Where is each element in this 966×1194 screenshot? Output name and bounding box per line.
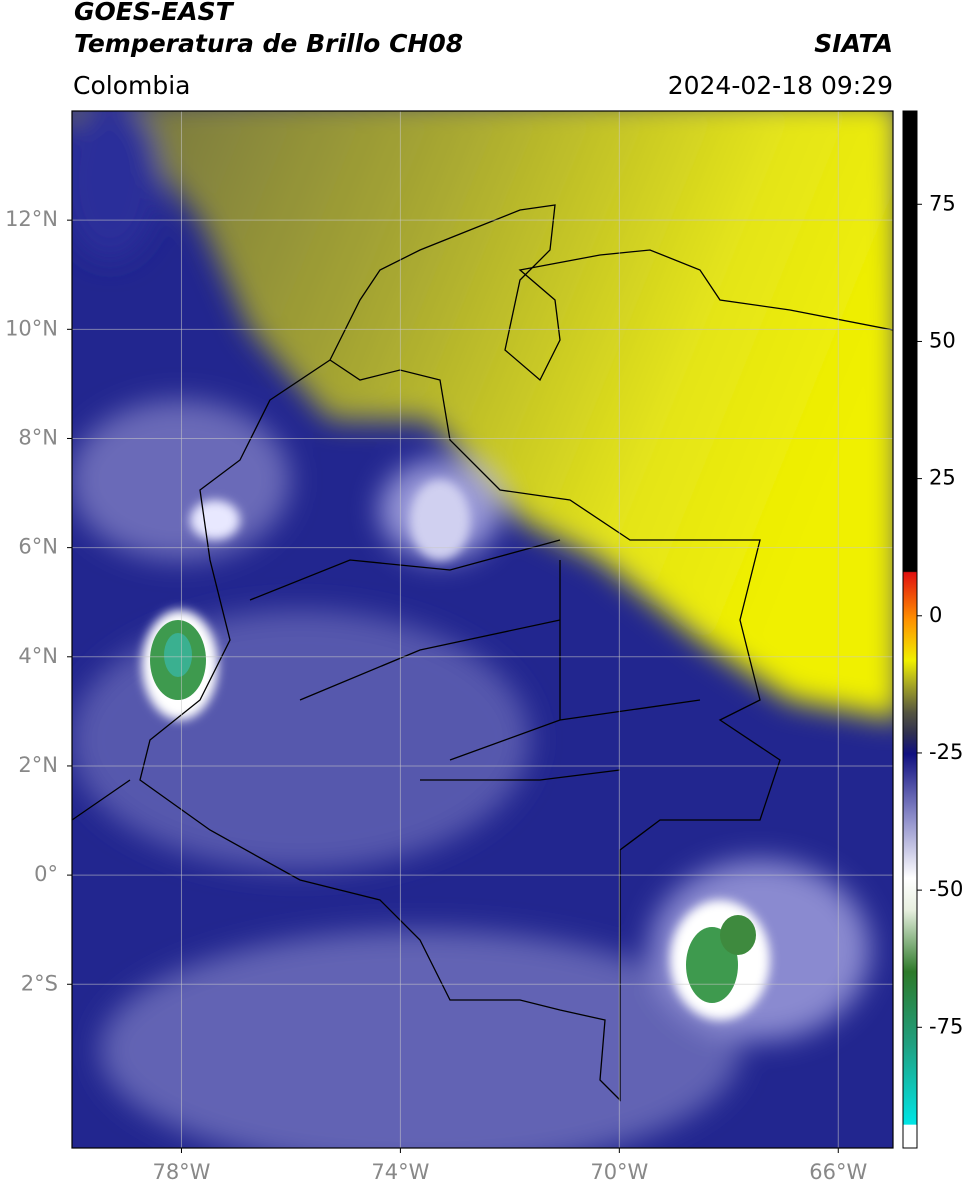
colorbar-tick-label: 25 <box>929 466 956 490</box>
x-tick-label: 74°W <box>371 1160 429 1184</box>
grid <box>72 111 893 1148</box>
y-tick-label: 10°N <box>5 316 58 340</box>
axes: 78°W 74°W 70°W 66°W 12°N 10°N 8°N 6°N 4°N 2°N 0° 2°… <box>5 191 963 1184</box>
y-tick-label: 4°N <box>18 644 58 668</box>
y-tick-label: 2°N <box>18 753 58 777</box>
x-tick-label: 70°W <box>590 1160 648 1184</box>
subtitle: Temperatura de Brillo CH08 <box>74 29 463 58</box>
colorbar-tick-label: -50 <box>929 877 963 901</box>
x-tick-label: 78°W <box>152 1160 210 1184</box>
colorbar-tick-label: 50 <box>929 328 956 352</box>
colorbar-tick-label: 75 <box>929 191 956 215</box>
y-tick-label: 8°N <box>18 425 58 449</box>
y-tick-label: 2°S <box>21 971 58 995</box>
source: SIATA <box>814 29 893 58</box>
y-tick-label: 6°N <box>18 535 58 559</box>
colorbar-tick-label: -75 <box>929 1014 963 1038</box>
title: GOES-EAST <box>74 0 235 26</box>
y-tick-label: 0° <box>34 862 58 886</box>
colorbar-tick-label: 0 <box>929 603 942 627</box>
x-tick-label: 66°W <box>809 1160 867 1184</box>
y-tick-label: 12°N <box>5 207 58 231</box>
satellite-image <box>72 111 893 1148</box>
datetime: 2024-02-18 09:29 <box>668 71 893 100</box>
colorbar-tick-label: -25 <box>929 740 963 764</box>
colorbar <box>902 110 918 1149</box>
map-frame <box>71 110 894 1149</box>
region: Colombia <box>73 71 190 100</box>
